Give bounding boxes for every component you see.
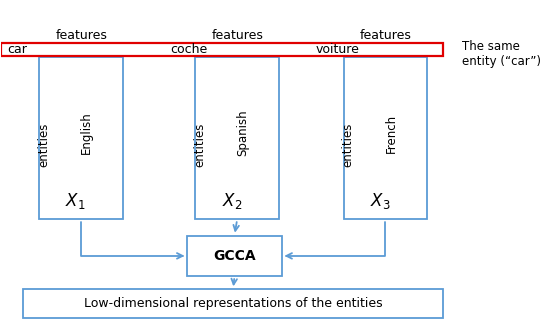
Text: coche: coche	[170, 43, 208, 56]
FancyBboxPatch shape	[1, 43, 443, 56]
Text: $\mathbf{\mathit{X}}_{3}$: $\mathbf{\mathit{X}}_{3}$	[370, 192, 391, 212]
Text: $\mathbf{\mathit{X}}_{2}$: $\mathbf{\mathit{X}}_{2}$	[222, 192, 242, 212]
Text: $\mathbf{\mathit{X}}_{1}$: $\mathbf{\mathit{X}}_{1}$	[65, 192, 86, 212]
Text: GCCA: GCCA	[213, 249, 256, 263]
Text: voiture: voiture	[316, 43, 359, 56]
FancyBboxPatch shape	[187, 236, 282, 276]
Text: French: French	[384, 113, 397, 153]
Text: Low-dimensional representations of the entities: Low-dimensional representations of the e…	[84, 297, 382, 310]
Text: car: car	[7, 43, 27, 56]
Text: Spanish: Spanish	[237, 110, 249, 156]
Text: features: features	[55, 29, 107, 42]
FancyBboxPatch shape	[39, 57, 123, 219]
FancyBboxPatch shape	[344, 57, 427, 219]
Text: features: features	[211, 29, 263, 42]
Text: features: features	[360, 29, 412, 42]
Text: entities: entities	[193, 122, 206, 167]
FancyBboxPatch shape	[23, 289, 443, 318]
Text: entities: entities	[341, 122, 354, 167]
Text: entities: entities	[37, 122, 50, 167]
Text: English: English	[80, 112, 93, 154]
FancyBboxPatch shape	[195, 57, 279, 219]
Text: The same
entity (“car”): The same entity (“car”)	[462, 40, 541, 68]
